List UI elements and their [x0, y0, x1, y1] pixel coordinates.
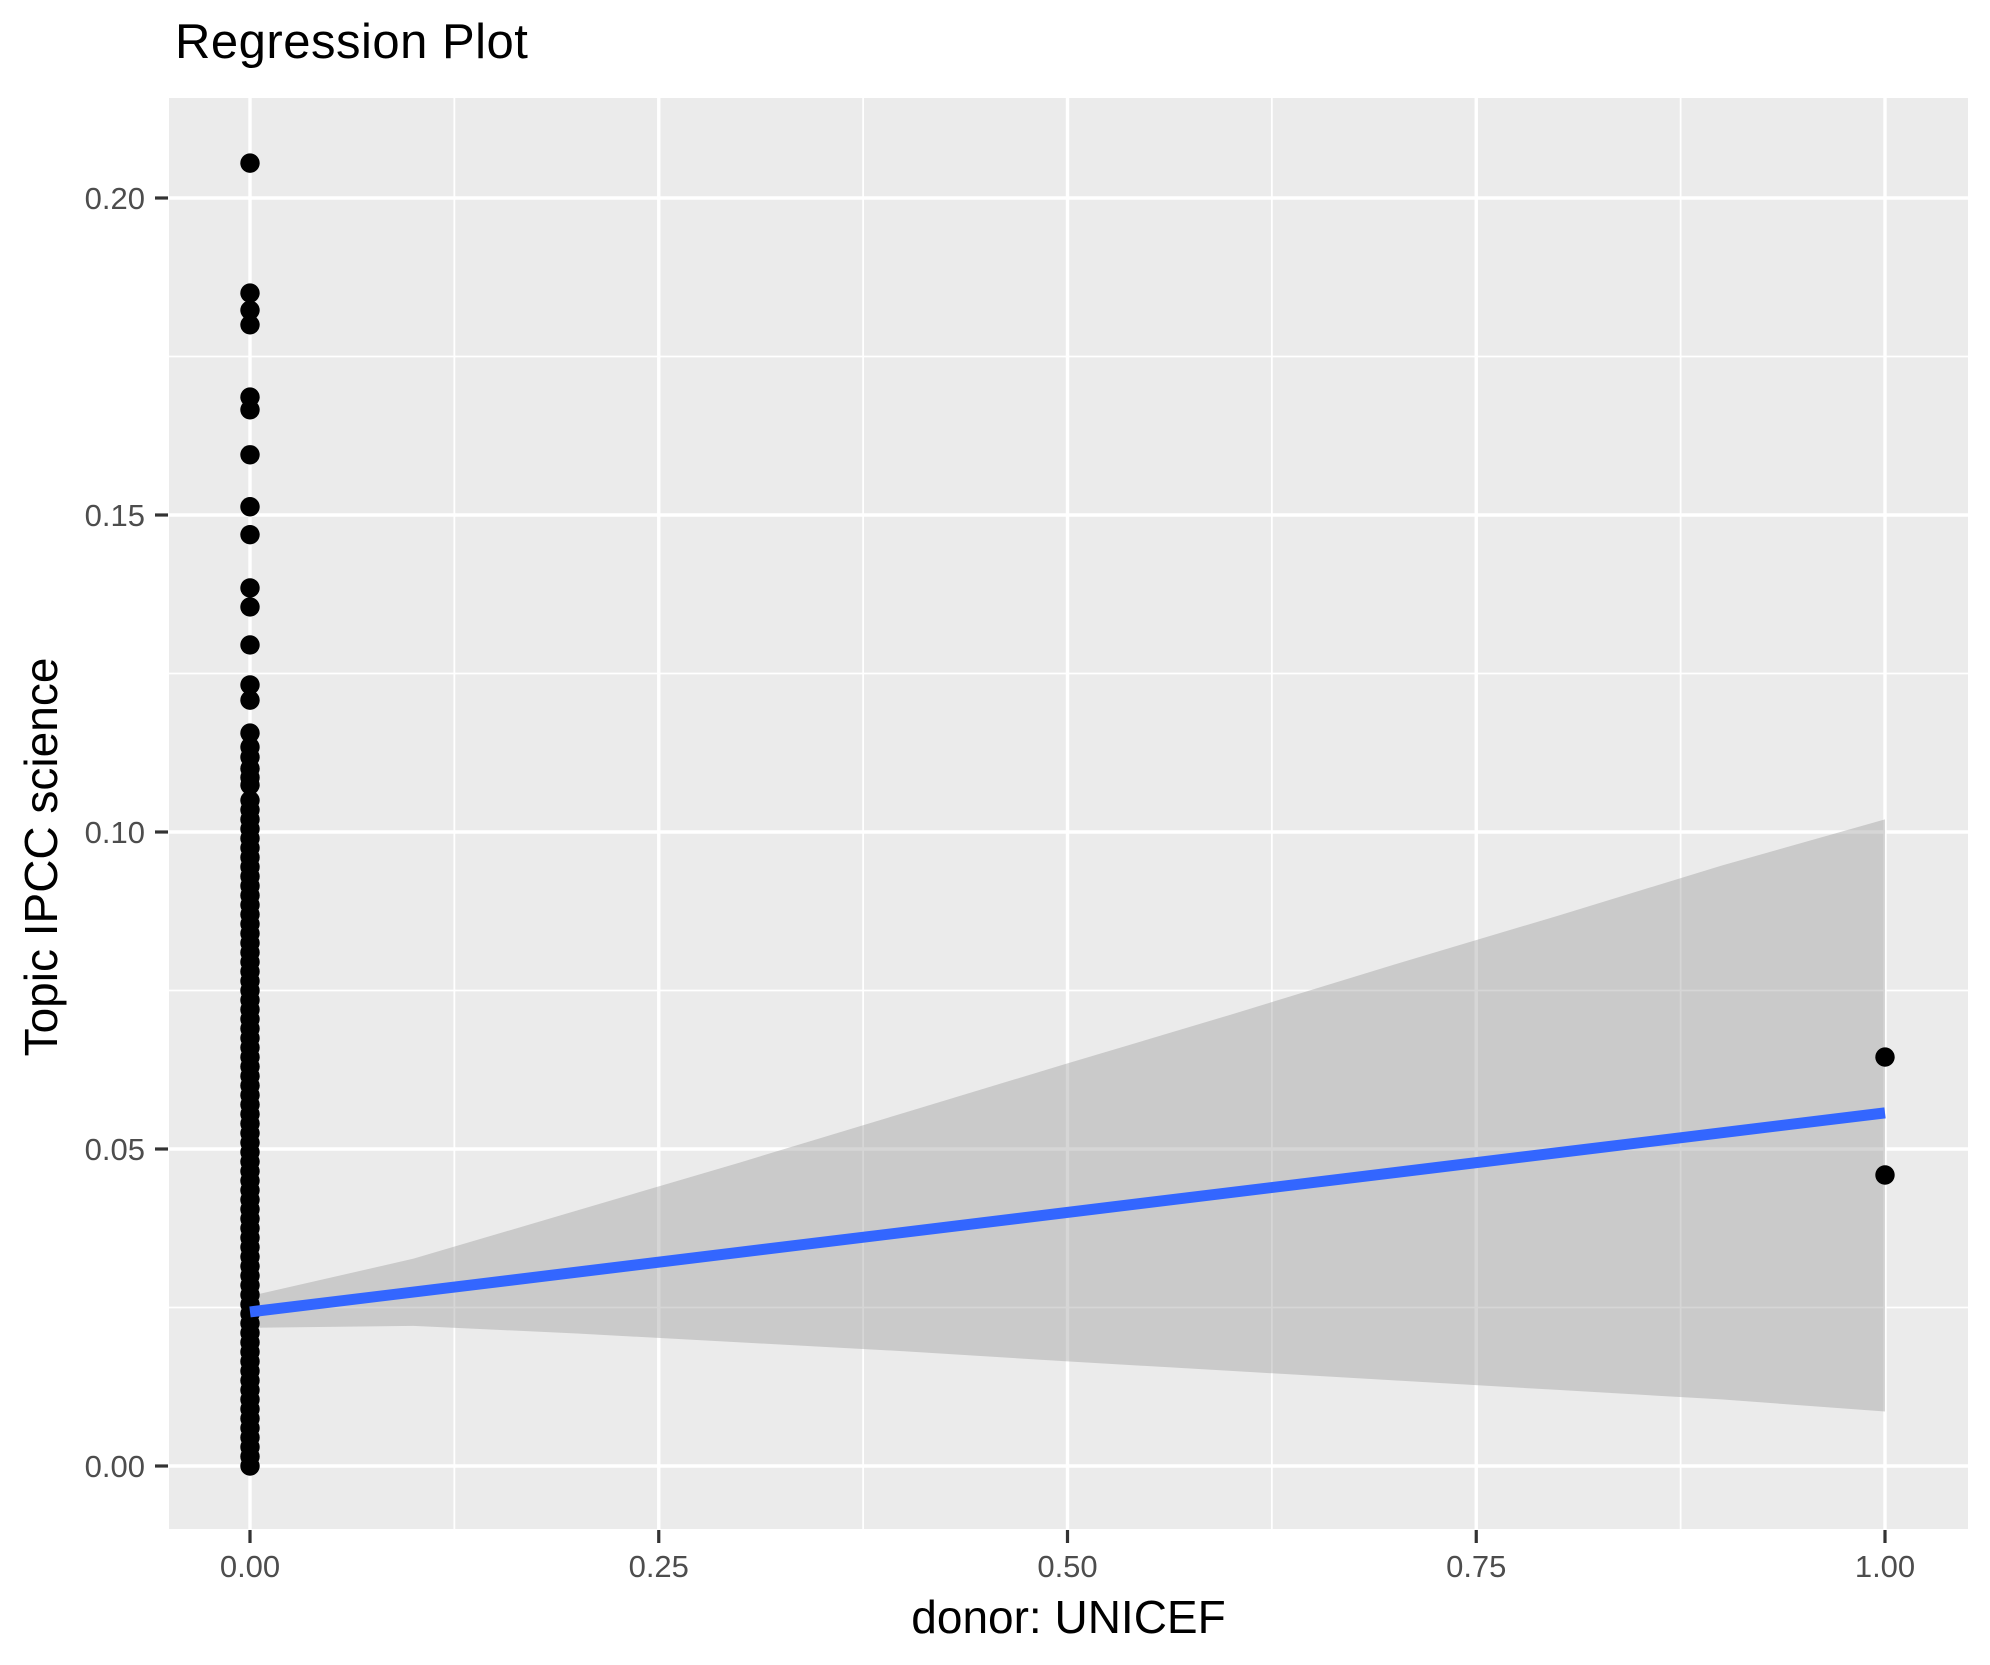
x-tick-label: 0.00	[220, 1549, 280, 1584]
data-point	[240, 635, 260, 655]
data-point	[240, 153, 260, 173]
regression-line	[249, 1107, 1886, 1318]
data-point	[240, 675, 260, 695]
x-axis-title: donor: UNICEF	[911, 1591, 1226, 1643]
chart-title: Regression Plot	[175, 15, 529, 69]
data-point	[240, 597, 260, 617]
data-point	[240, 723, 260, 743]
data-point	[240, 578, 260, 598]
x-tick-label: 0.50	[1037, 1549, 1097, 1584]
x-tick-label: 0.75	[1446, 1549, 1506, 1584]
y-axis-title: Topic IPCC science	[15, 657, 67, 1057]
y-tick-label: 0.10	[85, 815, 145, 850]
data-point	[240, 400, 260, 420]
data-point	[240, 300, 260, 320]
data-point	[240, 1456, 260, 1476]
data-point	[240, 445, 260, 465]
data-point	[240, 497, 260, 517]
x-tick-label: 1.00	[1855, 1549, 1915, 1584]
y-tick-label: 0.20	[85, 181, 145, 216]
data-point	[240, 315, 260, 335]
data-point	[240, 283, 260, 303]
data-point	[240, 775, 260, 795]
data-point	[1875, 1047, 1895, 1067]
data-point	[240, 524, 260, 545]
data-point	[240, 690, 260, 710]
y-tick-label: 0.05	[85, 1132, 145, 1167]
x-tick-label: 0.25	[629, 1549, 689, 1584]
y-tick-label: 0.15	[85, 498, 145, 533]
y-tick-label: 0.00	[85, 1449, 145, 1484]
data-point	[1875, 1165, 1895, 1185]
